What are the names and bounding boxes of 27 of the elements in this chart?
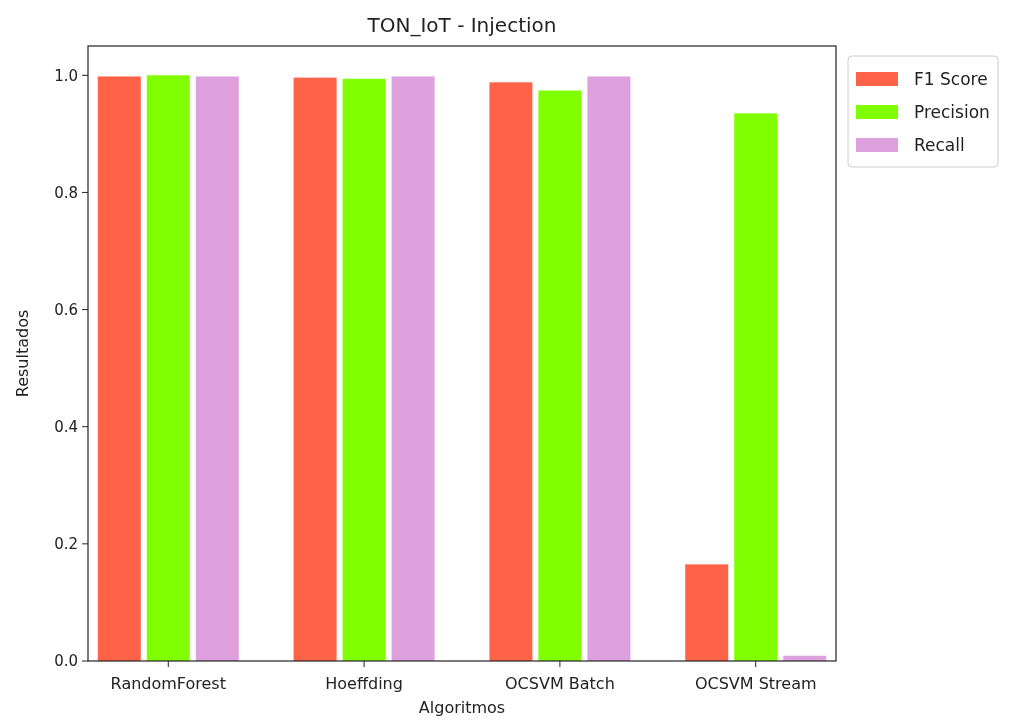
bar <box>146 75 190 661</box>
legend-label: Precision <box>914 102 990 122</box>
x-axis-title: Algoritmos <box>418 698 506 717</box>
legend-label: Recall <box>914 135 965 155</box>
legend-label: F1 Score <box>914 69 988 89</box>
x-tick-label: Hoeffding <box>325 674 403 693</box>
bar <box>489 82 533 661</box>
y-tick-label: 0.4 <box>54 417 78 436</box>
y-tick-label: 0.0 <box>54 652 78 671</box>
bar <box>734 113 778 661</box>
x-tick-label: OCSVM Batch <box>505 674 615 693</box>
y-tick-label: 1.0 <box>54 66 78 85</box>
x-tick-label: RandomForest <box>110 674 226 693</box>
chart-title: TON_IoT - Injection <box>366 13 557 37</box>
y-tick-label: 0.2 <box>54 535 78 554</box>
bar <box>587 76 631 661</box>
bar <box>195 76 239 661</box>
bar <box>293 77 337 661</box>
y-tick-label: 0.8 <box>54 183 78 202</box>
bar <box>685 564 729 661</box>
y-axis-title: Resultados <box>13 309 32 398</box>
bar <box>97 76 141 661</box>
bar <box>342 78 386 661</box>
bar <box>391 76 435 661</box>
y-tick-label: 0.6 <box>54 300 78 319</box>
bar <box>538 90 582 661</box>
x-tick-label: OCSVM Stream <box>694 674 817 693</box>
